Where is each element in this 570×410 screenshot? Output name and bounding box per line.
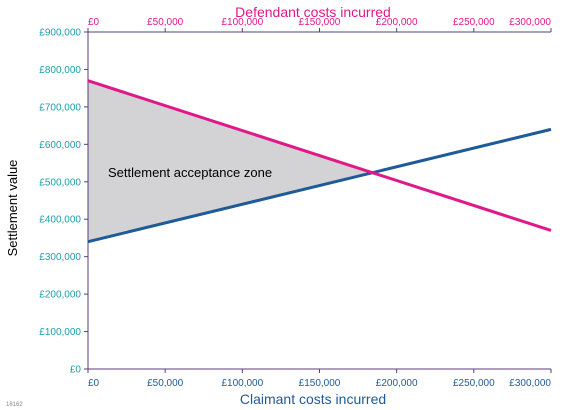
reference-code: 18162	[6, 402, 23, 408]
y-tick-label: £700,000	[39, 102, 81, 113]
x-top-tick-label: £300,000	[509, 17, 551, 28]
y-tick-label: £400,000	[39, 215, 81, 226]
x-top-tick-label: £100,000	[221, 17, 263, 28]
y-axis-title: Settlement value	[5, 160, 20, 257]
x-bottom-tick-label: £200,000	[376, 378, 418, 389]
x-top-tick-label: £150,000	[299, 17, 341, 28]
y-tick-label: £0	[70, 365, 82, 376]
x-bottom-tick-label: £100,000	[221, 378, 263, 389]
x-top-tick-label: £250,000	[453, 17, 495, 28]
x-bottom-tick-label: £300,000	[509, 378, 551, 389]
x-top-tick-label: £200,000	[376, 17, 418, 28]
x-bottom-tick-label: £150,000	[299, 378, 341, 389]
x-bottom-tick-label: £0	[88, 378, 100, 389]
x-bottom-axis-ticks: £0 £50,000 £100,000 £150,000 £200,000 £250,00…	[87, 369, 552, 389]
x-top-axis-title: Defendant costs incurred	[235, 4, 391, 20]
y-tick-label: £500,000	[39, 177, 81, 188]
x-top-axis-ticks: £0 £50,000 £100,000 £150,000 £200,000 £250,00…	[87, 17, 552, 32]
zone-label: Settlement acceptance zone	[108, 165, 272, 180]
x-bottom-tick-label: £250,000	[453, 378, 495, 389]
defendant-cost-line	[87, 79, 552, 232]
series-lines	[87, 79, 552, 244]
y-axis-ticks: £0 £100,000 £200,000 £300,000 £400,000 £500,0…	[39, 28, 88, 376]
y-tick-label: £600,000	[39, 140, 81, 151]
y-tick-label: £800,000	[39, 65, 81, 76]
x-top-tick-label: £50,000	[147, 17, 184, 28]
x-bottom-axis-title: Claimant costs incurred	[240, 391, 386, 407]
settlement-acceptance-zone	[88, 80, 372, 242]
claimant-cost-line	[87, 127, 552, 244]
y-tick-label: £100,000	[39, 327, 81, 338]
x-bottom-tick-label: £50,000	[147, 378, 184, 389]
x-top-tick-label: £0	[88, 17, 100, 28]
y-tick-label: £300,000	[39, 252, 81, 263]
y-tick-label: £900,000	[39, 28, 81, 39]
y-tick-label: £200,000	[39, 290, 81, 301]
